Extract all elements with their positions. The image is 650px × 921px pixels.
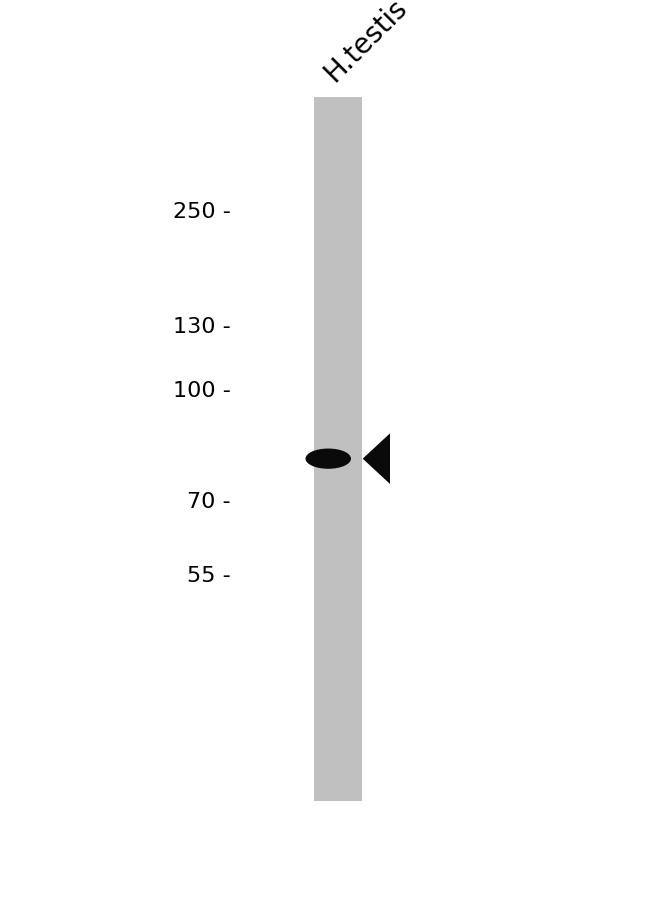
Text: 70 -: 70 - bbox=[187, 492, 231, 512]
Bar bbox=[313, 97, 363, 801]
Polygon shape bbox=[363, 434, 390, 484]
Text: H.testis: H.testis bbox=[318, 0, 412, 87]
Ellipse shape bbox=[306, 449, 351, 469]
Text: 55 -: 55 - bbox=[187, 565, 231, 586]
Text: 250 -: 250 - bbox=[173, 202, 231, 222]
Text: 130 -: 130 - bbox=[173, 317, 231, 337]
Text: 100 -: 100 - bbox=[173, 381, 231, 402]
